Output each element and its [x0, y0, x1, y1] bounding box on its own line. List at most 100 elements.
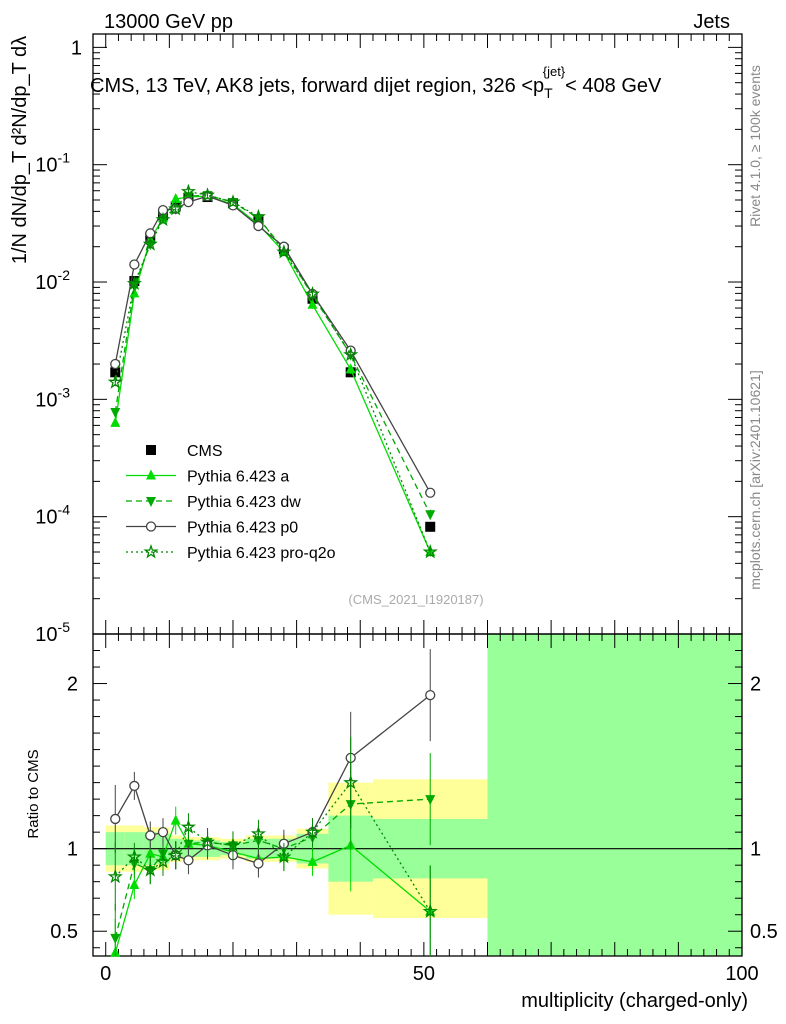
data-point: Pythia 6.423 p0: 51, 0.00016 — [425, 487, 436, 498]
y-tick-label: 10-2 — [35, 267, 70, 294]
data-point: Pythia 6.423 pro-q2o: 51, 0.00005 — [422, 543, 438, 559]
ratio-point — [307, 855, 318, 866]
legend-label: Pythia 6.423 pro-q2o — [187, 545, 336, 562]
data-point: CMS: 51, 0.000082 — [425, 521, 436, 532]
ratio-point — [304, 824, 321, 839]
ratio-point — [168, 847, 184, 862]
data-point: Pythia 6.423 pro-q2o: 20, 0.048 — [225, 194, 241, 209]
data-point: Pythia 6.423 pro-q2o: 9, 0.034 — [155, 211, 171, 227]
ratio-point — [253, 858, 264, 869]
data-point: Pythia 6.423 a: 11, 0.051 — [170, 193, 181, 204]
ratio-point — [110, 813, 121, 825]
legend-label: CMS — [187, 443, 223, 460]
y-axis-label-ratio: Ratio to CMS — [25, 749, 42, 838]
legend-label: Pythia 6.423 dw — [187, 494, 301, 511]
plot-title-tail: < 408 GeV — [565, 75, 662, 97]
data-point: Pythia 6.423 dw: 1.5, 0.00078 — [110, 408, 121, 419]
x-axis-label: multiplicity (charged-only) — [521, 990, 748, 1012]
ratio-point — [145, 847, 156, 858]
ratio-point — [126, 848, 143, 864]
ratio-y-tick-label-right: 1 — [750, 839, 761, 861]
ratio-point — [276, 848, 292, 864]
data-point: Pythia 6.423 p0: 24, 0.03 — [253, 220, 264, 232]
data-point: Pythia 6.423 p0: 1.5, 0.002 — [110, 358, 121, 370]
data-point: Pythia 6.423 pro-q2o: 38.5, 0.0024 — [343, 346, 359, 362]
plot-title: CMS, 13 TeV, AK8 jets, forward dijet reg… — [90, 64, 662, 101]
main-panel-series: CMS: 1.5, 0.0017CMS: 4.5, 0.0102CMS: 7, … — [107, 183, 438, 559]
data-point: Pythia 6.423 pro-q2o: 7, 0.021 — [142, 236, 158, 251]
data-point: Pythia 6.423 a: 32.5, 0.0064 — [307, 298, 318, 309]
series-pythia-6-423-pro-q2o: Pythia 6.423 pro-q2o: 1.5, 0.0014 Pythia … — [107, 183, 438, 559]
data-point: CMS: 1.5, 0.0017 — [110, 367, 121, 378]
ratio-y-tick-label: 0.5 — [50, 921, 78, 943]
ratio-point — [180, 819, 197, 834]
ratio-panel-frame — [92, 633, 743, 957]
ratio-point — [250, 825, 267, 841]
ratio-y-tick-label-right: 2 — [750, 674, 761, 696]
legend: CMS Pythia 6.423 a Pythia 6.423 dw Pythia 6… — [126, 443, 336, 562]
side-label-rivet: Rivet 4.1.0, ≥ 100k events — [747, 65, 763, 227]
data-point: Pythia 6.423 dw: 51, 0.000105 — [425, 510, 436, 521]
data-point: Pythia 6.423 a: 38.5, 0.0018 — [345, 363, 356, 374]
ratio-point — [183, 839, 194, 850]
x-tick-label: 100 — [725, 963, 758, 985]
y-tick-label: 10-3 — [35, 384, 70, 411]
legend-marker — [146, 469, 156, 480]
x-tick-label: 0 — [100, 963, 111, 985]
ratio-uncertainty-bands — [105, 634, 742, 956]
ratio-point — [199, 834, 216, 849]
data-point: Pythia 6.423 pro-q2o: 28, 0.018 — [276, 244, 292, 259]
ratio-y-tick-label-right: 0.5 — [750, 921, 778, 943]
plot-title-sub: T — [544, 85, 553, 101]
series-line — [114, 194, 431, 515]
ratio-pythia-6-423-pro-q2o — [107, 736, 438, 956]
data-point: Pythia 6.423 pro-q2o: 32.5, 0.0079 — [304, 285, 321, 301]
axis-ticks: 0 50 100 1 10-1 10-2 10-3 10-4 10-5 0.5 0.5 1 1 2 2 — [35, 34, 778, 985]
plot-title-main: CMS, 13 TeV, AK8 jets, forward dijet reg… — [90, 75, 544, 97]
data-point: Pythia 6.423 pro-q2o: 4.5, 0.0097 — [126, 275, 143, 291]
plot-frames — [92, 33, 743, 957]
side-label-mcplots: mcplots.cern.ch [arXiv:2401.10621] — [747, 370, 763, 589]
ratio-point — [183, 855, 194, 866]
ratio-point — [422, 903, 438, 918]
ratio-point — [110, 933, 121, 944]
ratio-point — [425, 689, 436, 701]
header-category: Jets — [693, 11, 730, 33]
y-axis-label-main: 1/N dN/dp_T d²N/dp_T dλ — [9, 36, 31, 264]
ratio-point — [343, 774, 359, 790]
data-point: Pythia 6.423 pro-q2o: 16, 0.055 — [199, 187, 216, 202]
ratio-point — [129, 780, 140, 792]
ratio-point — [425, 795, 436, 806]
ratio-point — [107, 868, 123, 884]
ratio-panel-series — [107, 649, 438, 957]
x-tick-label: 50 — [413, 963, 435, 985]
legend-marker — [145, 521, 157, 532]
data-point: Pythia 6.423 p0: 4.5, 0.0141 — [129, 259, 140, 270]
plot-title-sup: {jet} — [543, 64, 566, 79]
legend-marker — [146, 497, 156, 507]
header-energy: 13000 GeV pp — [104, 11, 233, 33]
y-tick-label: 10-1 — [35, 150, 70, 177]
ratio-point — [157, 827, 169, 838]
ratio-point — [225, 837, 241, 852]
band-green-bin — [487, 634, 742, 956]
ratio-y-tick-label: 1 — [67, 839, 78, 861]
ratio-point — [170, 814, 181, 825]
ratio-point — [145, 830, 156, 841]
legend-marker — [146, 445, 156, 455]
analysis-id: (CMS_2021_I1920187) — [348, 592, 483, 607]
ratio-point — [129, 878, 140, 889]
y-tick-label: 10-5 — [35, 619, 70, 646]
y-tick-label: 10-4 — [35, 502, 70, 529]
data-point: Pythia 6.423 a: 1.5, 0.00063 — [110, 416, 121, 427]
y-tick-label: 1 — [71, 37, 82, 59]
ratio-point — [155, 853, 171, 869]
data-point: Pythia 6.423 a: 4.5, 0.008 — [129, 287, 140, 298]
legend-label: Pythia 6.423 a — [187, 469, 289, 486]
main-panel-frame — [92, 33, 743, 635]
data-point: Pythia 6.423 pro-q2o: 1.5, 0.0014 — [107, 374, 123, 389]
data-point: Pythia 6.423 p0: 13, 0.048 — [183, 196, 194, 208]
legend-marker — [143, 543, 159, 559]
data-point: Pythia 6.423 pro-q2o: 11, 0.042 — [168, 200, 184, 216]
